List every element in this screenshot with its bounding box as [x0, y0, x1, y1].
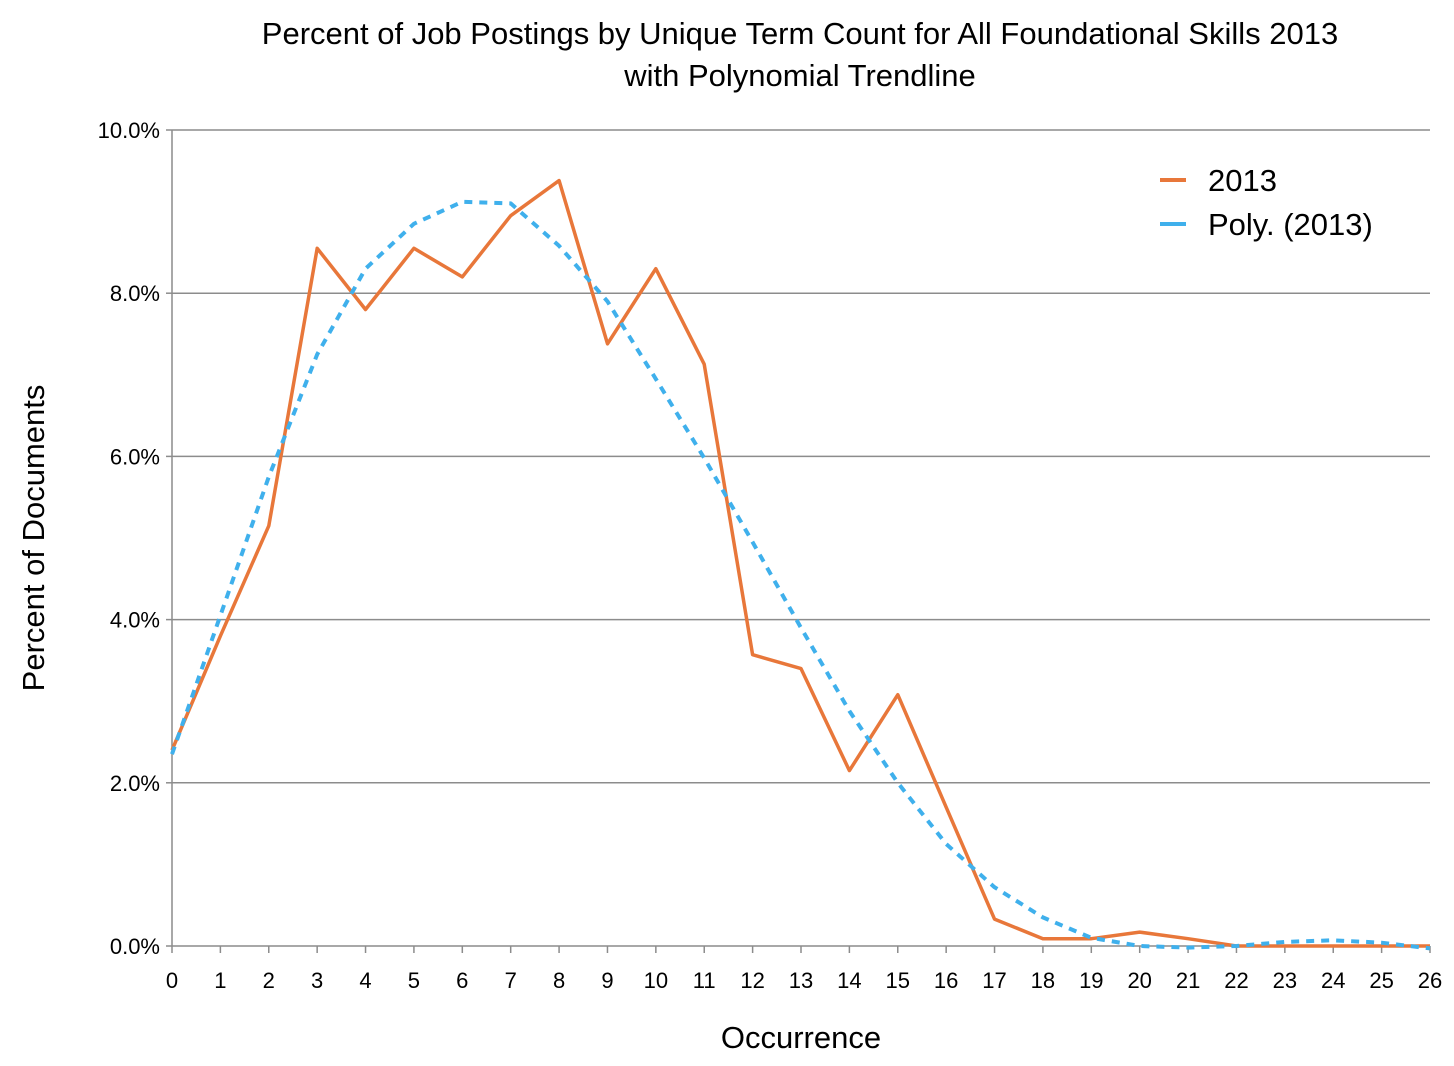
y-tick-label: 4.0%	[110, 608, 160, 633]
x-tick-label: 5	[408, 968, 420, 993]
x-tick-label: 11	[693, 968, 716, 993]
y-tick-labels: 0.0% 2.0% 4.0% 6.0% 8.0% 10.0%	[98, 118, 160, 959]
x-tick-label: 10	[644, 968, 668, 993]
x-tick-label: 3	[311, 968, 323, 993]
y-tick-label: 10.0%	[98, 118, 160, 143]
series-lines	[170, 178, 1431, 951]
x-tick-label: 7	[505, 968, 517, 993]
chart-title-line2: with Polynomial Trendline	[624, 58, 976, 93]
x-tick-label: 8	[553, 968, 565, 993]
x-tick-label: 17	[982, 968, 1006, 993]
chart-title-line1: Percent of Job Postings by Unique Term C…	[261, 16, 1339, 51]
x-tick-label: 6	[456, 968, 468, 993]
x-tick-label: 2	[263, 968, 275, 993]
x-tick-label: 25	[1369, 968, 1393, 993]
x-tick-label: 24	[1321, 968, 1345, 993]
x-tick-label: 18	[1031, 968, 1055, 993]
x-tick-label: 0	[166, 968, 178, 993]
gridlines	[166, 129, 1430, 947]
x-tick-label: 23	[1273, 968, 1297, 993]
x-tick-label: 4	[359, 968, 371, 993]
y-tick-label: 2.0%	[110, 771, 160, 796]
x-tick-label: 20	[1127, 968, 1151, 993]
y-tick-label: 0.0%	[110, 934, 160, 959]
legend: 2013 Poly. (2013)	[1160, 163, 1373, 242]
x-tick-label: 9	[601, 968, 613, 993]
x-tick-label: 26	[1418, 968, 1442, 993]
trendline-series-line	[170, 199, 1431, 951]
data-series-line	[170, 178, 1430, 948]
x-tick-label: 14	[837, 968, 861, 993]
y-axis-title: Percent of Documents	[16, 385, 51, 692]
axes	[171, 130, 1431, 953]
x-tick-label: 19	[1079, 968, 1103, 993]
y-tick-label: 8.0%	[110, 281, 160, 306]
legend-label: 2013	[1208, 163, 1277, 198]
x-tick-label: 22	[1224, 968, 1248, 993]
x-tick-labels: 0 1 2 3 4 5 6 7 8 9 10 11 12 13 14 15 16 17 18 19 20 21 22 23 24…	[166, 968, 1442, 993]
x-tick-label: 16	[934, 968, 958, 993]
x-tick-label: 15	[886, 968, 910, 993]
x-axis-title: Occurrence	[721, 1020, 881, 1055]
x-tick-label: 1	[214, 968, 226, 993]
legend-label: Poly. (2013)	[1208, 207, 1373, 242]
x-tick-label: 12	[740, 968, 764, 993]
x-tick-label: 13	[789, 968, 813, 993]
y-tick-label: 6.0%	[110, 444, 160, 469]
x-tick-label: 21	[1176, 968, 1200, 993]
